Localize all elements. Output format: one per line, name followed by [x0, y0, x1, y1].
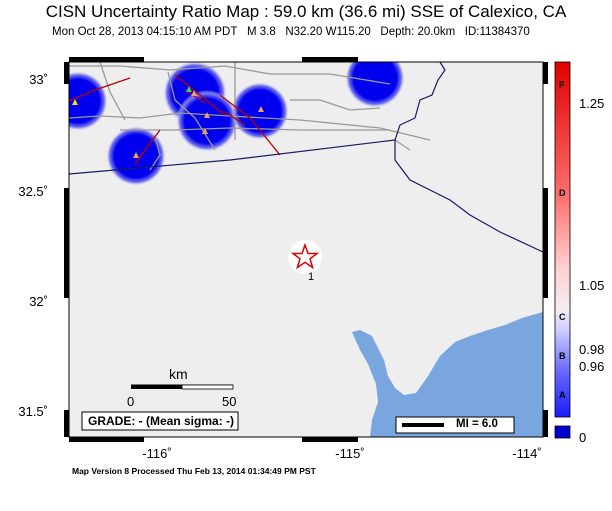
grade-text: GRADE: - (Mean sigma: -)	[88, 414, 235, 428]
colorbar-letter: C	[559, 312, 566, 322]
scale-bar	[131, 384, 234, 390]
colorbar-value: 1.05	[579, 278, 605, 293]
event-info-line: Mon Oct 28, 2013 04:15:10 AM PDT M 3.8 N…	[52, 26, 530, 38]
event-depth: Depth: 20.0km	[380, 26, 456, 38]
station-marker	[72, 99, 78, 105]
lat-label: 32.5˚	[18, 184, 48, 199]
station-marker	[186, 86, 192, 92]
station-marker	[191, 90, 197, 96]
event-location: N32.20 W115.20	[285, 26, 371, 38]
event-id: ID:11384370	[464, 26, 530, 38]
lat-label: 33˚	[29, 72, 48, 87]
colorbar-letter: F	[559, 80, 565, 90]
lon-label: -114˚	[512, 446, 542, 461]
colorbar-gradient	[554, 61, 571, 418]
lat-label: 31.5˚	[18, 404, 48, 419]
map-frame-ticks	[64, 57, 548, 442]
colorbar-value: 0.96	[579, 359, 605, 374]
station-marker	[202, 128, 208, 134]
colorbar-letter: D	[559, 188, 566, 198]
map-version-footer: Map Version 8 Processed Thu Feb 13, 2014…	[72, 466, 316, 476]
colorbar-value: 1.25	[579, 96, 605, 111]
faults	[69, 74, 281, 166]
colorbar-value: 0	[579, 430, 587, 445]
mi-legend-box	[395, 416, 515, 434]
epicenter-label: 1	[308, 271, 315, 283]
event-magnitude: M 3.8	[246, 26, 276, 38]
map-title: CISN Uncertainty Ratio Map : 59.0 km (36…	[45, 2, 567, 21]
roads	[69, 62, 431, 171]
lat-label: 32˚	[29, 294, 48, 309]
station-marker	[204, 112, 210, 118]
mi-legend-text: MI = 6.0	[456, 418, 498, 430]
lon-label: -115˚	[335, 446, 365, 461]
lon-label: -116˚	[142, 446, 172, 461]
mi-legend-line	[402, 423, 444, 427]
gulf-of-california	[352, 312, 543, 437]
uncertainty-patch	[345, 62, 405, 108]
event-datetime: Mon Oct 28, 2013 04:15:10 AM PDT	[52, 26, 238, 38]
station-marker	[133, 152, 139, 158]
station-marker	[258, 106, 264, 112]
scale-end: 50	[222, 394, 237, 409]
grade-box	[81, 411, 239, 431]
epicenter-star-icon	[290, 242, 320, 270]
colorbar-letter: A	[559, 390, 566, 400]
colorbar-zero-swatch	[554, 425, 571, 439]
scale-unit: km	[169, 366, 188, 382]
scale-start: 0	[127, 394, 135, 409]
colorbar-letter: B	[559, 351, 566, 361]
colorbar-value: 0.98	[579, 342, 605, 357]
epicenter-halo	[288, 240, 322, 274]
uncertainty-patch	[176, 90, 238, 152]
uncertainty-patch	[69, 71, 108, 131]
borders	[69, 62, 543, 253]
